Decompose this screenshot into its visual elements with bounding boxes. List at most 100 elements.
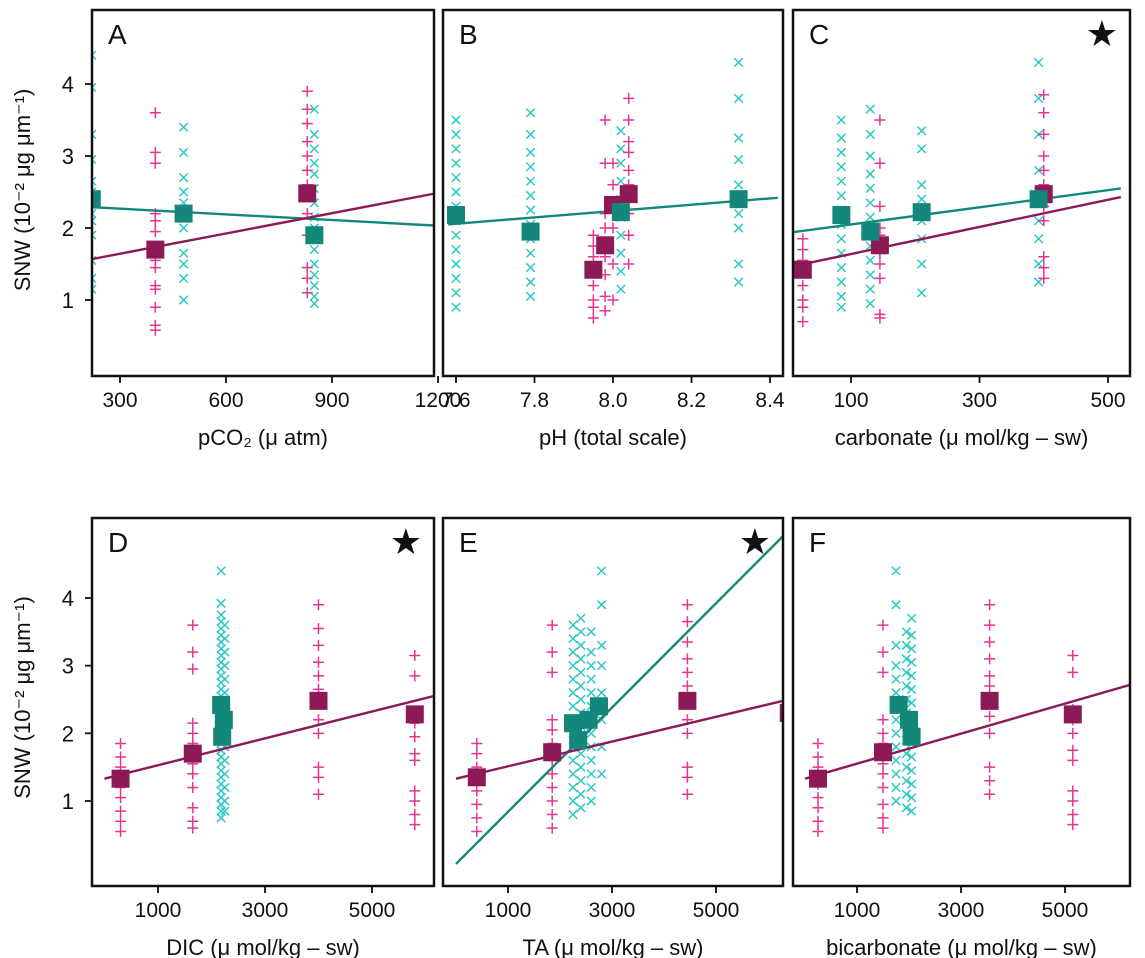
x-tick-label: 8.0: [598, 389, 627, 412]
series2-point: [616, 248, 626, 258]
series1-point: [115, 737, 127, 749]
series2-point: [906, 613, 917, 624]
series1-point: [115, 825, 127, 837]
series2-point: [525, 147, 536, 158]
series1-point: [877, 646, 889, 658]
series2-point: [568, 688, 578, 698]
series1-point: [409, 809, 421, 821]
series2-point: [451, 230, 461, 240]
series1-point: [623, 229, 635, 241]
series2-mean: [213, 727, 232, 746]
series1-point: [877, 781, 889, 793]
series2-point: [733, 133, 744, 143]
series1-fit-line: [455, 699, 783, 780]
panel-frame: [90, 8, 436, 378]
y-tick-label: 4: [62, 72, 74, 97]
series1-point: [187, 781, 199, 793]
series1-point: [409, 819, 421, 831]
y-axis-label: SNW (10⁻² μg μm⁻¹): [10, 596, 35, 799]
series2-point: [836, 162, 847, 172]
series2-point: [891, 640, 901, 651]
series2-point: [525, 277, 536, 287]
series2-mean: [902, 727, 921, 746]
panel-label: B: [459, 19, 478, 50]
series2-point: [451, 273, 461, 284]
series1-point: [812, 802, 824, 814]
series2-point: [525, 262, 536, 273]
series1-mean: [543, 743, 562, 762]
series2-point: [616, 266, 626, 276]
series2-point: [586, 660, 596, 671]
series1-point: [546, 809, 558, 821]
series2-point: [865, 151, 876, 161]
series1-mean: [146, 240, 165, 259]
series1-point: [149, 226, 161, 238]
series2-point: [568, 620, 578, 630]
series2-mean: [174, 204, 193, 223]
series2-point: [865, 169, 876, 179]
series2-point: [92, 154, 97, 165]
series2-point: [467, 267, 475, 275]
series2-point: [901, 667, 912, 678]
series2-point: [836, 190, 847, 201]
series2-point: [596, 688, 607, 698]
series1-point: [301, 262, 313, 274]
series2-point: [891, 769, 901, 779]
series2-point: [568, 660, 578, 671]
x-tick-label: 3000: [589, 899, 636, 922]
series2-point: [891, 728, 901, 739]
series2-point: [576, 681, 586, 691]
series2-point: [891, 600, 901, 610]
series2-point: [525, 129, 536, 140]
series1-point: [623, 146, 635, 158]
series2-point: [178, 273, 189, 284]
series1-mean: [298, 184, 317, 203]
series2-point: [178, 122, 189, 132]
series1-point: [1067, 666, 1079, 678]
series2-point: [309, 280, 320, 291]
series2-point: [451, 129, 461, 140]
series2-fit-line: [92, 205, 434, 227]
series1-point: [587, 294, 599, 306]
series2-point: [836, 302, 847, 312]
series2-point: [467, 159, 475, 167]
series2-point: [865, 270, 876, 280]
series2-point: [216, 598, 226, 609]
series2-point: [906, 806, 917, 816]
series2-point: [467, 278, 475, 286]
series2-point: [178, 187, 189, 197]
series1-point: [149, 146, 161, 158]
series2-point: [568, 769, 578, 779]
series2-point: [467, 170, 475, 178]
series1-point: [1038, 262, 1050, 274]
series2-point: [586, 674, 596, 684]
series2-point: [220, 647, 230, 657]
series2-point: [451, 302, 461, 312]
series2-point: [309, 129, 320, 140]
series2-point: [568, 755, 578, 766]
series2-point: [309, 244, 320, 255]
series1-point: [874, 114, 886, 126]
series2-point: [568, 796, 578, 806]
series1-point: [546, 822, 558, 834]
series2-point: [906, 657, 917, 668]
series2-point: [836, 234, 847, 244]
series1-point: [623, 164, 635, 176]
series1-point: [301, 136, 313, 148]
series1-fit-line: [804, 683, 1130, 780]
series2-point: [178, 223, 189, 233]
series1-point: [471, 825, 483, 837]
series1-point: [984, 775, 996, 787]
series2-point: [309, 158, 320, 168]
y-tick-label: 2: [62, 216, 74, 241]
series2-point: [616, 144, 626, 154]
series2-point: [220, 796, 230, 806]
series2-point: [586, 782, 596, 793]
series1-mean: [467, 768, 486, 787]
series2-point: [568, 647, 578, 657]
series1-point: [546, 768, 558, 780]
series2-point: [836, 262, 847, 273]
series2-point: [865, 298, 876, 309]
x-tick-label: 300: [102, 389, 137, 412]
series1-point: [409, 650, 421, 662]
